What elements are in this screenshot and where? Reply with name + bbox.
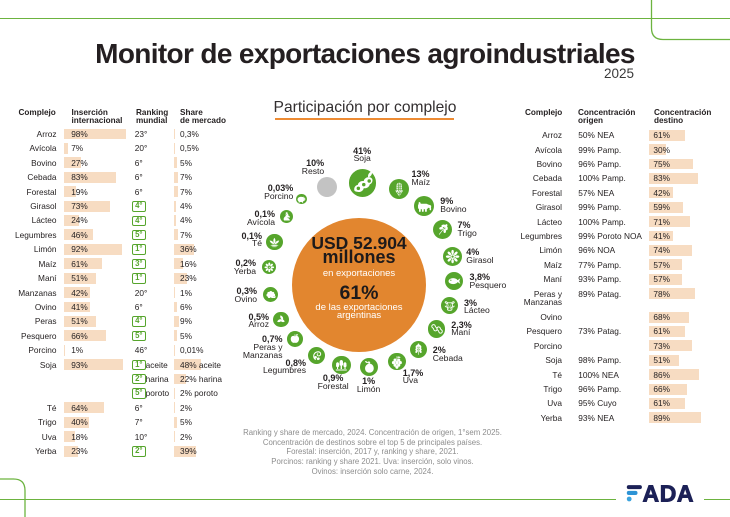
- svg-text:ADA: ADA: [643, 480, 695, 506]
